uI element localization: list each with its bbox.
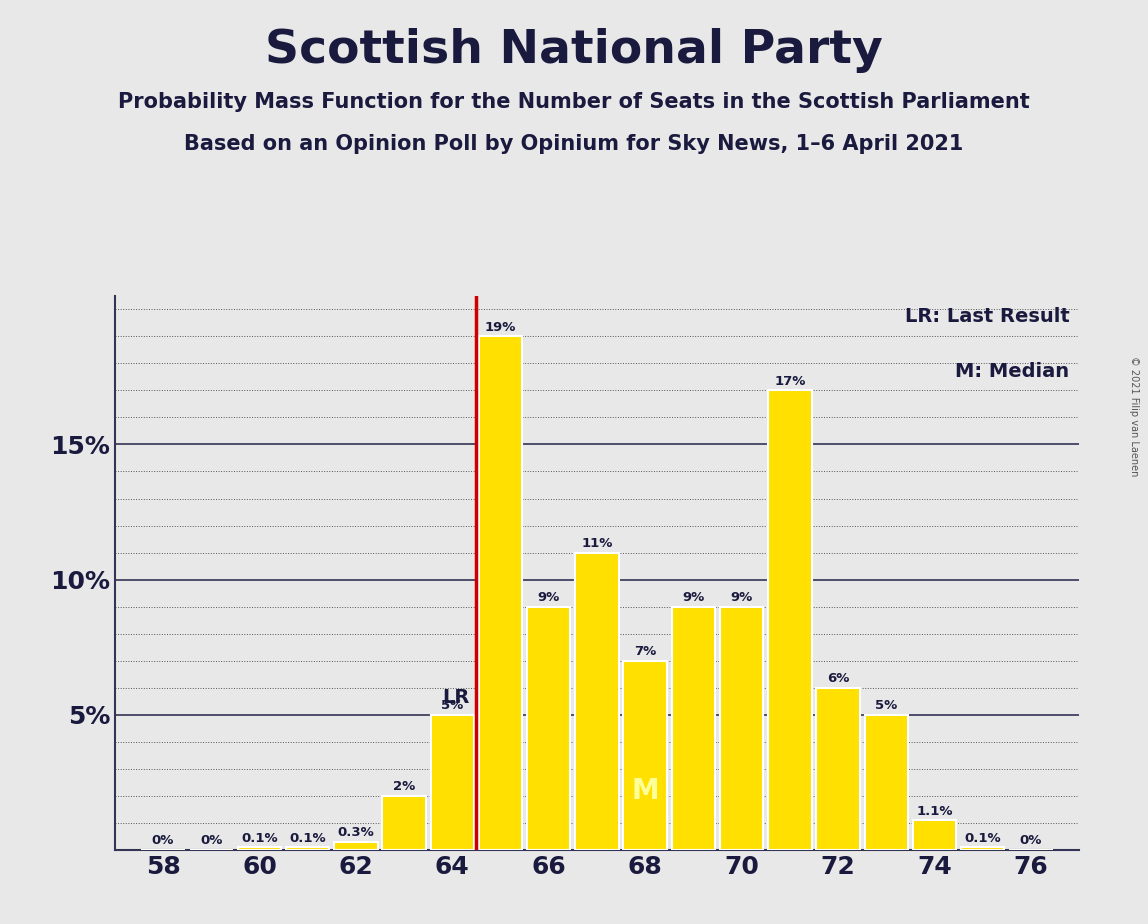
Text: 0.1%: 0.1% bbox=[241, 832, 278, 845]
Text: M: M bbox=[631, 776, 659, 805]
Bar bbox=[382, 796, 426, 850]
Bar bbox=[961, 847, 1004, 850]
Text: 9%: 9% bbox=[682, 591, 705, 604]
Text: 17%: 17% bbox=[774, 374, 806, 388]
Bar bbox=[479, 336, 522, 850]
Bar bbox=[430, 715, 474, 850]
Bar bbox=[816, 687, 860, 850]
Bar bbox=[575, 553, 619, 850]
Text: LR: LR bbox=[442, 687, 470, 707]
Text: 0%: 0% bbox=[152, 834, 174, 847]
Text: 5%: 5% bbox=[875, 699, 898, 712]
Bar bbox=[527, 607, 571, 850]
Text: 7%: 7% bbox=[634, 645, 657, 658]
Text: M: Median: M: Median bbox=[955, 362, 1070, 382]
Text: 0.1%: 0.1% bbox=[289, 832, 326, 845]
Text: 9%: 9% bbox=[537, 591, 560, 604]
Bar bbox=[334, 842, 378, 850]
Text: LR: Last Result: LR: Last Result bbox=[905, 307, 1070, 326]
Bar bbox=[864, 715, 908, 850]
Text: 0%: 0% bbox=[1019, 834, 1042, 847]
Text: 0.3%: 0.3% bbox=[338, 826, 374, 839]
Text: 0%: 0% bbox=[200, 834, 223, 847]
Text: 19%: 19% bbox=[484, 321, 517, 334]
Text: Based on an Opinion Poll by Opinium for Sky News, 1–6 April 2021: Based on an Opinion Poll by Opinium for … bbox=[185, 134, 963, 154]
Text: 11%: 11% bbox=[581, 537, 613, 550]
Bar bbox=[672, 607, 715, 850]
Bar bbox=[286, 847, 329, 850]
Bar bbox=[768, 390, 812, 850]
Text: 1.1%: 1.1% bbox=[916, 805, 953, 818]
Text: 5%: 5% bbox=[441, 699, 464, 712]
Text: Probability Mass Function for the Number of Seats in the Scottish Parliament: Probability Mass Function for the Number… bbox=[118, 92, 1030, 113]
Bar bbox=[623, 661, 667, 850]
Bar bbox=[720, 607, 763, 850]
Bar bbox=[238, 847, 281, 850]
Text: © 2021 Filip van Laenen: © 2021 Filip van Laenen bbox=[1130, 356, 1139, 476]
Text: Scottish National Party: Scottish National Party bbox=[265, 28, 883, 73]
Text: 6%: 6% bbox=[827, 672, 850, 685]
Bar bbox=[913, 821, 956, 850]
Text: 0.1%: 0.1% bbox=[964, 832, 1001, 845]
Text: 2%: 2% bbox=[393, 780, 416, 794]
Text: 9%: 9% bbox=[730, 591, 753, 604]
